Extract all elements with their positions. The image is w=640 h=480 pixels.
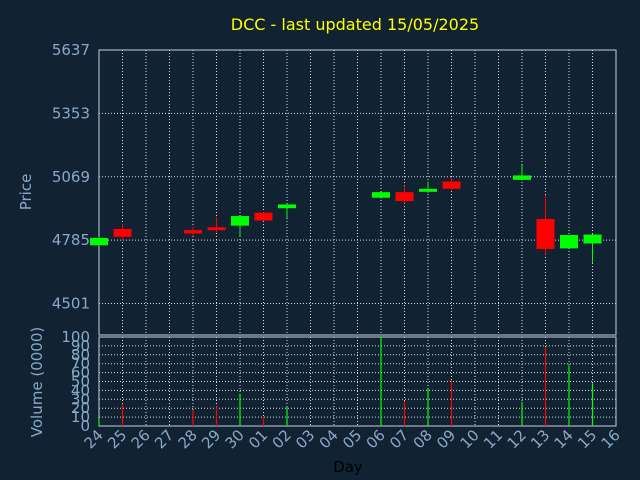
volume-tick-label: 0: [80, 417, 90, 435]
price-tick-label: 5637: [52, 41, 90, 59]
x-tick-label: 16: [598, 426, 624, 452]
volume-tick-label: 90: [71, 337, 90, 355]
x-tick-labels: 2425262728293001020304050607080910111213…: [81, 426, 624, 452]
x-tick-label: 08: [410, 426, 436, 452]
candle-body: [113, 228, 132, 237]
x-tick-label: 15: [574, 426, 600, 452]
volume-axis-label: Volume (0000): [28, 327, 46, 437]
candle-body: [513, 175, 531, 180]
x-tick-label: 27: [151, 426, 177, 452]
x-tick-label: 03: [292, 426, 318, 452]
candle-body: [184, 230, 202, 234]
volume-grid: [98, 336, 617, 427]
candle-body: [560, 235, 578, 249]
price-axis-label: Price: [17, 174, 35, 211]
volume-tick-label: 100: [61, 328, 90, 346]
price-tick-label: 4501: [52, 295, 90, 313]
x-tick-label: 28: [175, 426, 201, 452]
volume-bars: [98, 337, 594, 426]
price-tick-label: 5353: [52, 104, 90, 122]
x-tick-label: 01: [245, 426, 271, 452]
volume-tick-label: 70: [71, 355, 90, 373]
x-tick-label: 29: [198, 426, 224, 452]
x-tick-label: 11: [480, 426, 506, 452]
candle-body: [231, 216, 249, 226]
volume-tick-label: 30: [71, 390, 90, 408]
price-tick-labels: 4501 4785 5069 5353 5637: [52, 41, 90, 313]
volume-tick-label: 80: [71, 346, 90, 364]
price-candles: [90, 164, 602, 263]
x-tick-label: 25: [104, 426, 130, 452]
volume-tick-label: 20: [71, 399, 90, 417]
x-tick-label: 07: [386, 426, 412, 452]
candle-body: [254, 212, 273, 221]
candle-body: [536, 218, 555, 250]
price-tick-label: 5069: [52, 168, 90, 186]
candle-body: [278, 204, 296, 209]
chart-title: DCC - last updated 15/05/2025: [231, 15, 479, 34]
candle-body: [583, 234, 602, 244]
x-tick-label: 14: [551, 426, 577, 452]
candle-body: [419, 188, 437, 192]
volume-panel-frame: [98, 336, 617, 427]
x-tick-label: 12: [504, 426, 530, 452]
candle-body: [395, 192, 414, 202]
x-tick-label: 05: [339, 426, 365, 452]
x-tick-label: 06: [363, 426, 389, 452]
x-tick-label: 04: [316, 426, 342, 452]
candle-body: [207, 227, 226, 231]
volume-tick-label: 60: [71, 364, 90, 382]
x-tick-label: 13: [527, 426, 553, 452]
price-panel-frame: [98, 49, 617, 336]
candle-body: [442, 181, 461, 189]
x-axis-label: Day: [333, 458, 363, 476]
candle-body: [90, 237, 108, 246]
x-tick-label: 09: [433, 426, 459, 452]
x-tick-label: 30: [222, 426, 248, 452]
volume-tick-label: 10: [71, 408, 90, 426]
volume-tick-label: 50: [71, 373, 90, 391]
volume-tick-label: 40: [71, 381, 90, 399]
x-tick-label: 10: [457, 426, 483, 452]
x-tick-label: 02: [269, 426, 295, 452]
price-grid: [98, 49, 617, 335]
candle-body: [372, 192, 390, 198]
price-tick-label: 4785: [52, 231, 90, 249]
x-tick-label: 26: [128, 426, 154, 452]
